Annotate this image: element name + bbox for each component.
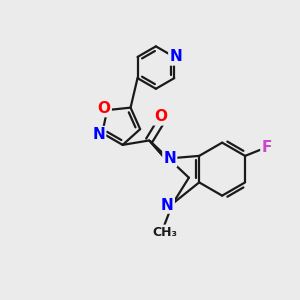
Text: F: F bbox=[261, 140, 272, 155]
Text: N: N bbox=[92, 127, 105, 142]
Text: N: N bbox=[169, 50, 182, 64]
Text: N: N bbox=[164, 151, 176, 166]
Text: O: O bbox=[154, 110, 167, 124]
Text: CH₃: CH₃ bbox=[152, 226, 177, 239]
Text: N: N bbox=[161, 198, 174, 213]
Text: O: O bbox=[98, 101, 111, 116]
